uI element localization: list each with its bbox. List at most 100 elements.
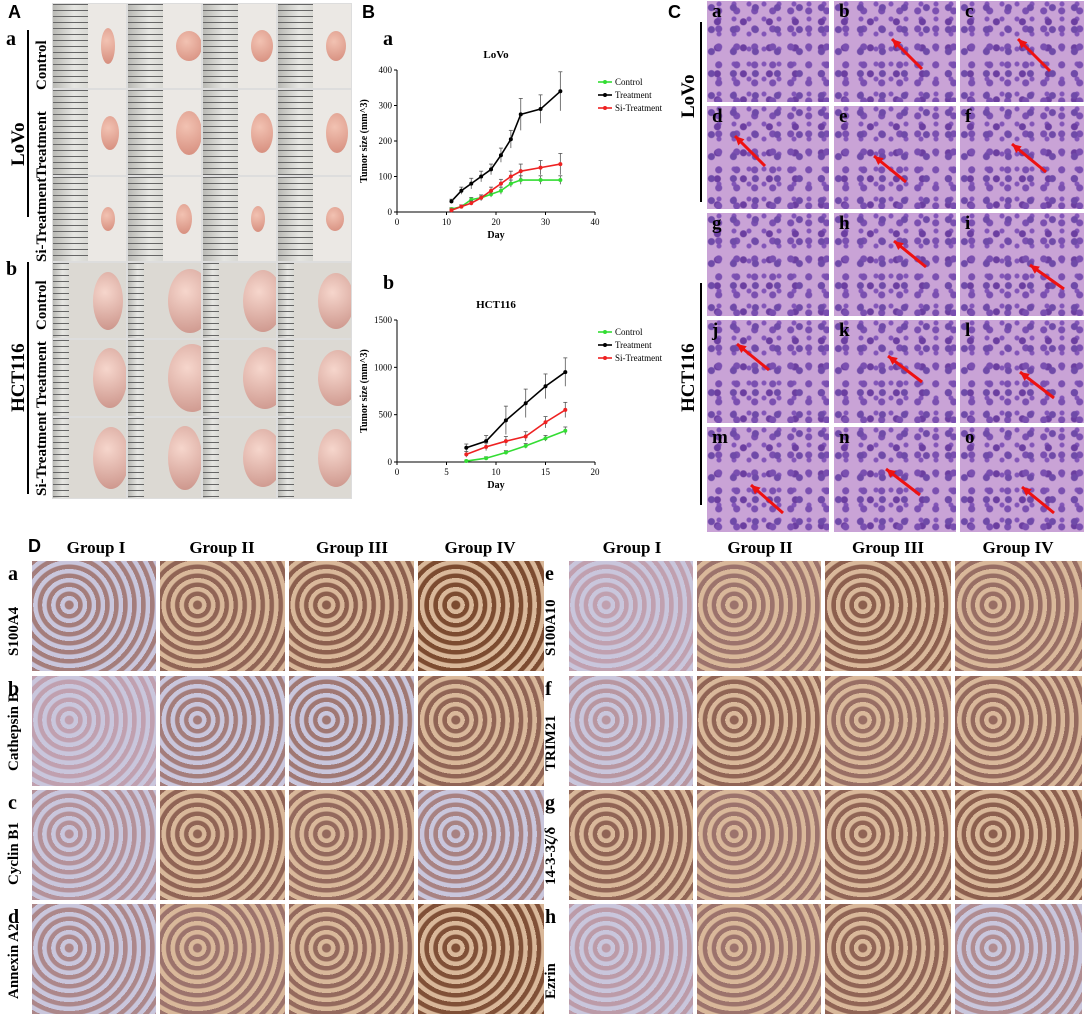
ihc-image bbox=[32, 790, 156, 900]
ihc-image bbox=[569, 676, 693, 786]
ruler-scale bbox=[53, 4, 89, 88]
x-tick-label: 40 bbox=[591, 217, 601, 227]
red-arrow-icon bbox=[1011, 142, 1047, 174]
tumor-photo bbox=[277, 176, 352, 262]
data-point bbox=[538, 178, 543, 183]
data-point bbox=[498, 181, 503, 186]
series-line bbox=[466, 430, 566, 462]
panel-a-row-label: Treatment bbox=[34, 111, 50, 178]
ruler-scale bbox=[128, 340, 145, 416]
ruler-scale bbox=[53, 90, 89, 175]
ihc-row-letter: d bbox=[8, 906, 20, 928]
ihc-marker-label: S100A4 bbox=[6, 606, 22, 656]
series-line bbox=[451, 163, 561, 211]
group-header: Group I bbox=[602, 538, 662, 557]
tumor-specimen bbox=[93, 427, 126, 489]
legend-marker bbox=[603, 80, 607, 84]
data-point bbox=[464, 452, 469, 457]
ruler-scale bbox=[128, 263, 145, 338]
ihc-image bbox=[418, 561, 544, 671]
data-point bbox=[518, 178, 523, 183]
chart-hct116: HCT116 0 5 10 15 20 0 500 1000 1500 Day Tumor size … bbox=[359, 299, 663, 491]
he-letter: l bbox=[965, 320, 971, 341]
data-point bbox=[449, 199, 454, 204]
y-tick-label: 500 bbox=[379, 410, 393, 420]
data-point bbox=[498, 153, 503, 158]
ihc-image bbox=[697, 676, 821, 786]
he-letter: d bbox=[712, 106, 723, 127]
ruler-scale bbox=[128, 418, 145, 498]
he-image: b bbox=[834, 1, 956, 102]
ihc-image bbox=[955, 676, 1082, 786]
panel-a-bracket-hct116 bbox=[27, 262, 29, 494]
data-point bbox=[484, 444, 489, 449]
tumor-photo bbox=[52, 339, 127, 417]
ihc-row-letter: c bbox=[8, 792, 17, 814]
data-point bbox=[464, 445, 469, 450]
data-point bbox=[484, 439, 489, 444]
he-image: g bbox=[707, 213, 829, 316]
ihc-image bbox=[289, 790, 414, 900]
data-point bbox=[459, 188, 464, 193]
x-tick-label: 20 bbox=[492, 217, 502, 227]
tumor-photo bbox=[202, 89, 277, 176]
tumor-specimen bbox=[251, 30, 273, 62]
he-image: e bbox=[834, 106, 956, 209]
ruler-scale bbox=[203, 263, 220, 338]
tumor-specimen bbox=[176, 31, 201, 61]
he-image: m bbox=[707, 427, 829, 532]
legend-marker bbox=[603, 330, 607, 334]
data-point bbox=[558, 178, 563, 183]
y-tick-label: 100 bbox=[379, 172, 393, 182]
panel-a-bracket-lovo bbox=[27, 30, 29, 217]
x-tick-label: 0 bbox=[395, 217, 400, 227]
series-line bbox=[466, 371, 566, 449]
y-tick-label: 0 bbox=[388, 457, 393, 467]
ihc-image bbox=[825, 561, 951, 671]
legend-label: Control bbox=[615, 77, 643, 87]
red-arrow-icon bbox=[1016, 37, 1052, 73]
ihc-image bbox=[160, 790, 285, 900]
data-point bbox=[523, 443, 528, 448]
ruler-scale bbox=[278, 90, 314, 175]
ihc-row-letter: g bbox=[545, 792, 555, 814]
tumor-specimen bbox=[318, 272, 351, 329]
ihc-image bbox=[32, 676, 156, 786]
he-letter: n bbox=[839, 427, 850, 448]
tumor-specimen bbox=[251, 112, 273, 153]
ihc-row-letter: b bbox=[8, 678, 20, 700]
he-letter: e bbox=[839, 106, 848, 127]
tumor-specimen bbox=[326, 112, 348, 153]
tumor-specimen bbox=[326, 31, 346, 61]
ihc-row-letter: a bbox=[8, 563, 18, 585]
y-tick-label: 1000 bbox=[374, 362, 393, 372]
panel-c-label-lovo: LoVo bbox=[678, 74, 699, 118]
ruler-scale bbox=[203, 340, 220, 416]
panel-b-sub-a: a bbox=[383, 28, 393, 50]
ihc-image bbox=[418, 790, 544, 900]
series-line bbox=[450, 90, 561, 202]
legend-label: Si-Treatment bbox=[615, 353, 663, 363]
red-arrow-icon bbox=[873, 154, 907, 184]
tumor-specimen bbox=[243, 347, 276, 409]
chart-title: LoVo bbox=[483, 49, 509, 61]
he-image: k bbox=[834, 320, 956, 423]
he-image: j bbox=[707, 320, 829, 423]
panel-a-row-label: Control bbox=[34, 280, 50, 330]
ihc-image bbox=[955, 904, 1082, 1014]
data-point bbox=[503, 450, 508, 455]
tumor-specimen bbox=[176, 110, 201, 155]
tumor-photo bbox=[127, 89, 202, 176]
data-point bbox=[503, 439, 508, 444]
ihc-image bbox=[160, 561, 285, 671]
he-image: o bbox=[960, 427, 1084, 532]
data-point bbox=[469, 197, 474, 202]
panel-a-sub-a: a bbox=[6, 28, 16, 50]
ihc-image bbox=[697, 561, 821, 671]
tumor-photo bbox=[52, 3, 127, 89]
legend-label: Control bbox=[615, 327, 643, 337]
ihc-image bbox=[569, 561, 693, 671]
data-point bbox=[543, 436, 548, 441]
ihc-image bbox=[825, 904, 951, 1014]
ruler-scale bbox=[278, 4, 314, 88]
